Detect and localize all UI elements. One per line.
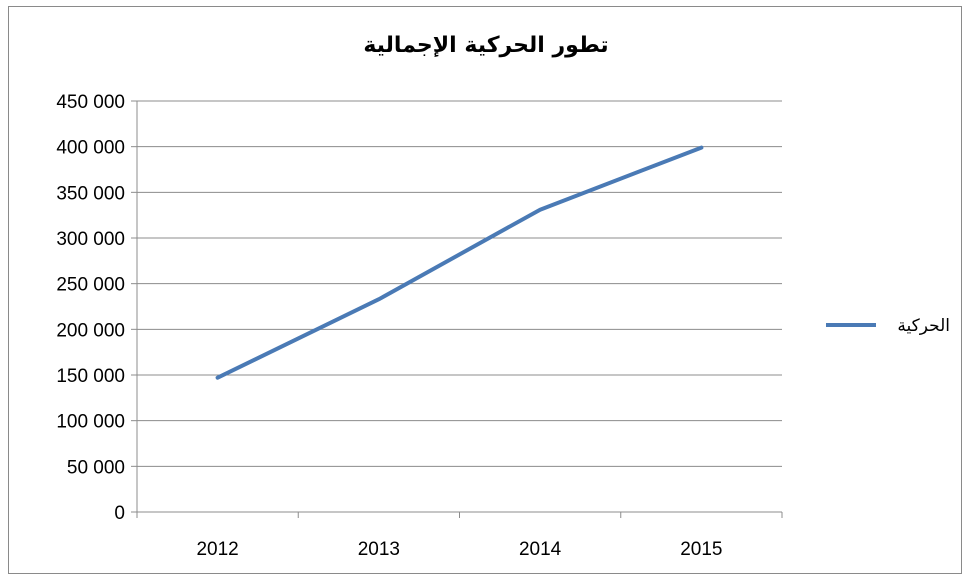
y-tick-label: 350 000 xyxy=(56,183,125,204)
y-tick-label: 50 000 xyxy=(67,457,125,478)
series-line xyxy=(215,145,704,380)
x-tick-label: 2015 xyxy=(680,539,722,560)
legend-label: الحركية xyxy=(897,316,950,336)
y-tick-label: 100 000 xyxy=(56,412,125,433)
y-tick-label: 450 000 xyxy=(56,92,125,113)
y-tick-label: 250 000 xyxy=(56,275,125,296)
axes xyxy=(131,100,783,518)
series-layer xyxy=(215,145,704,380)
y-tick-label: 200 000 xyxy=(56,320,125,341)
y-tick-label: 0 xyxy=(114,503,125,524)
x-tick-label: 2014 xyxy=(519,539,562,560)
gridlines xyxy=(137,100,782,467)
y-tick-label: 300 000 xyxy=(56,229,125,250)
y-tick-labels: 0 50 000 100 000 150 000 200 000 250 000 300 0… xyxy=(56,92,125,524)
chart-title: تطور الحركية الإجمالية xyxy=(363,33,608,58)
x-tick-label: 2012 xyxy=(196,539,238,560)
legend: الحركية xyxy=(826,316,950,336)
y-tick-label: 150 000 xyxy=(56,366,125,387)
x-tick-labels: 2012 2013 2014 2015 xyxy=(196,539,722,560)
y-tick-label: 400 000 xyxy=(56,138,125,159)
x-tick-label: 2013 xyxy=(358,539,400,560)
